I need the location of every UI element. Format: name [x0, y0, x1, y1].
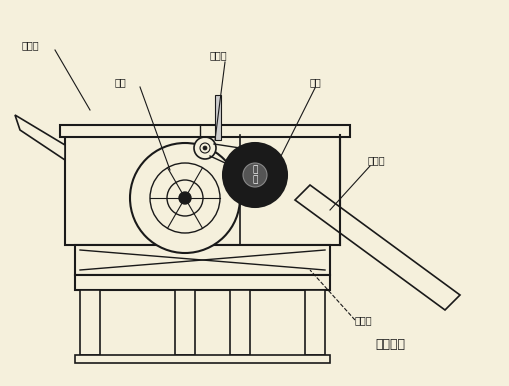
- Circle shape: [243, 163, 267, 187]
- Bar: [65, 135, 340, 245]
- Circle shape: [194, 137, 216, 159]
- Circle shape: [179, 192, 191, 204]
- Bar: [75, 275, 330, 290]
- Circle shape: [167, 180, 203, 216]
- Bar: [305, 290, 325, 355]
- Text: 磁
系: 磁 系: [252, 165, 258, 185]
- Text: 尾矿口: 尾矿口: [355, 315, 373, 325]
- Text: 顺流下选: 顺流下选: [375, 339, 405, 352]
- Bar: [75, 245, 330, 275]
- Circle shape: [130, 143, 240, 253]
- Circle shape: [200, 143, 210, 153]
- Bar: [60, 125, 350, 137]
- Bar: [215, 95, 221, 140]
- Circle shape: [223, 143, 287, 207]
- Bar: [75, 355, 330, 363]
- Bar: [175, 290, 195, 355]
- Text: 磁系: 磁系: [310, 77, 322, 87]
- Polygon shape: [15, 115, 65, 160]
- Text: 清水管: 清水管: [210, 50, 228, 60]
- Circle shape: [150, 163, 220, 233]
- Text: 磁鼓: 磁鼓: [115, 77, 127, 87]
- Text: 出料口: 出料口: [368, 155, 386, 165]
- Circle shape: [203, 146, 207, 150]
- Text: 进料口: 进料口: [22, 40, 40, 50]
- Polygon shape: [295, 185, 460, 310]
- Bar: [80, 290, 100, 355]
- Bar: [230, 290, 250, 355]
